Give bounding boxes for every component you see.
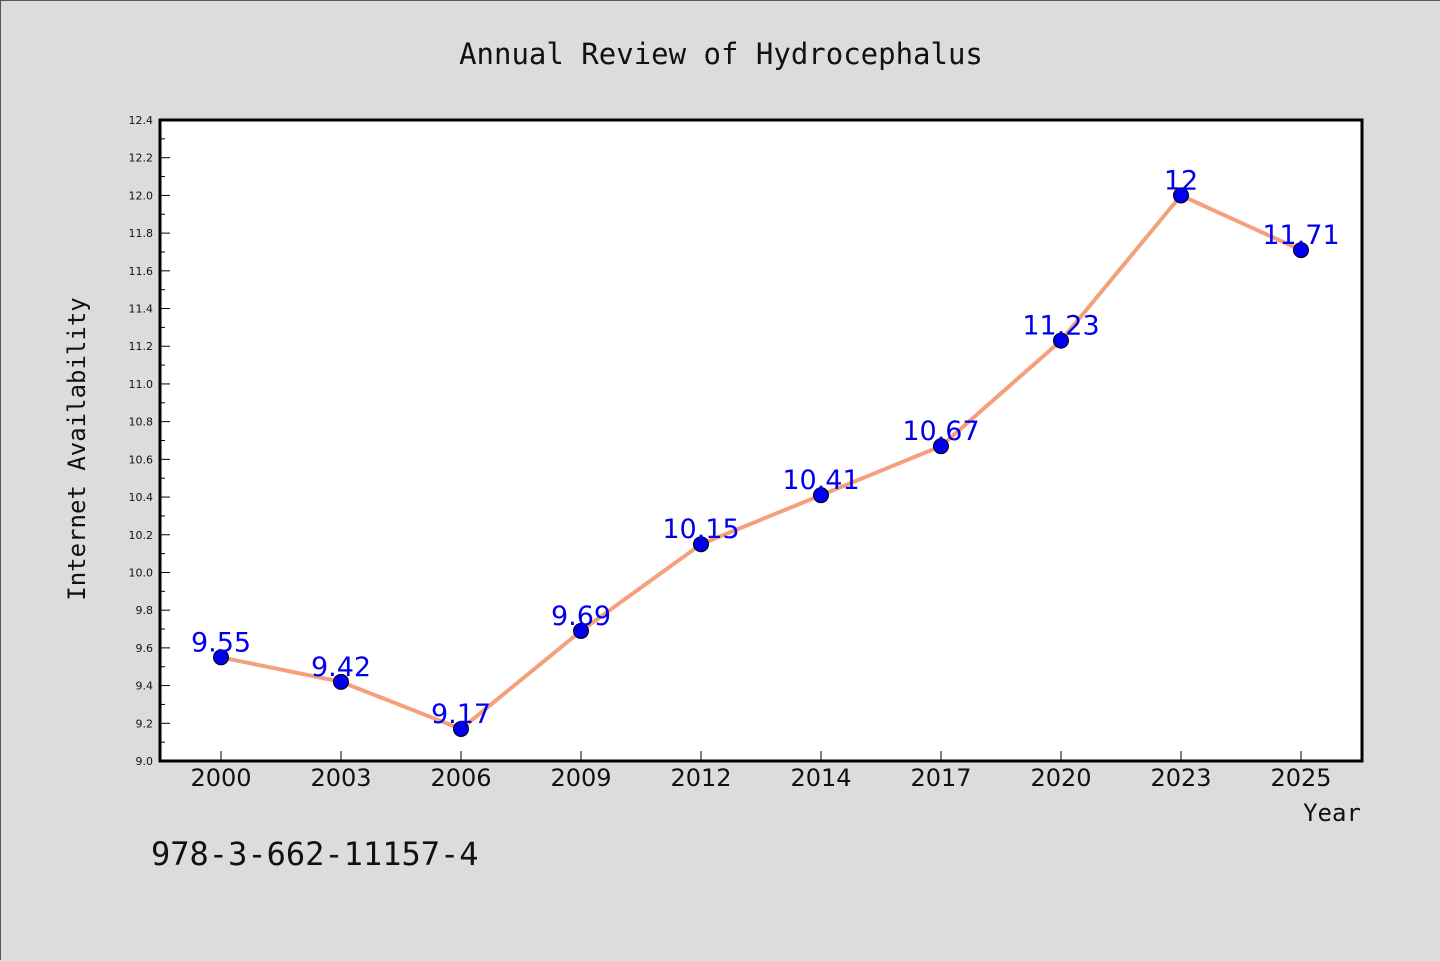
data-point [573, 622, 589, 639]
x-tick-label: 2020 [1030, 764, 1091, 792]
y-tick-label: 11.2 [129, 340, 154, 353]
data-label: 9.42 [311, 652, 371, 683]
y-tick-label: 11.0 [129, 378, 154, 391]
data-label: 11.23 [1022, 311, 1099, 342]
series-group: 9.55 9.42 9.17 9.69 10.15 10.41 10.67 11.23 12 11… [191, 165, 1340, 737]
footer-code: 978-3-662-11157-4 [151, 835, 479, 873]
data-label: 9.17 [431, 699, 491, 730]
y-tick-label: 11.4 [129, 303, 154, 316]
y-tick-label: 10.4 [129, 491, 154, 504]
y-tick-label: 12.4 [129, 114, 154, 127]
x-tick-label: 2017 [910, 764, 971, 792]
series-line [220, 193, 1302, 731]
x-tick-label: 2012 [670, 764, 731, 792]
y-tick-label: 9.0 [136, 755, 154, 768]
x-axis-label: Year [1303, 799, 1361, 827]
chart-title: Annual Review of Hydrocephalus [459, 37, 983, 71]
data-label: 9.55 [191, 627, 251, 658]
y-axis: 9.0 9.2 9.4 9.6 9.8 10.0 10.2 10.4 10.6 10.8 11.0 1… [129, 114, 170, 768]
y-tick-label: 11.6 [129, 265, 154, 278]
y-tick-label: 9.8 [136, 604, 154, 617]
data-point [1293, 242, 1309, 259]
x-tick-label: 2003 [310, 764, 371, 792]
x-tick-label: 2014 [790, 764, 851, 792]
data-point [693, 536, 709, 553]
data-point [1053, 332, 1069, 349]
x-axis: 2000 2003 2006 2009 2012 2014 2017 2020 2023 2025 [190, 751, 1332, 792]
data-label: 10.67 [902, 416, 979, 447]
x-tick-label: 2009 [550, 764, 611, 792]
y-tick-label: 12.2 [129, 152, 154, 165]
data-point [333, 673, 349, 690]
x-tick-label: 2025 [1270, 764, 1331, 792]
data-label: 10.15 [662, 514, 739, 545]
y-tick-label: 9.4 [136, 680, 154, 693]
data-label: 12 [1164, 165, 1198, 196]
plot-area [158, 118, 1364, 763]
data-label: 10.41 [782, 465, 859, 496]
data-point [453, 720, 469, 737]
y-tick-label: 9.2 [136, 717, 154, 730]
data-point [813, 487, 829, 504]
y-tick-label: 10.8 [129, 416, 154, 429]
data-point [1173, 187, 1189, 204]
y-axis-label: Internet Availability [63, 297, 91, 600]
data-label: 9.69 [551, 601, 611, 632]
y-tick-label: 12.0 [129, 189, 154, 202]
data-point [213, 649, 229, 666]
x-tick-label: 2006 [430, 764, 491, 792]
data-label: 11.71 [1262, 220, 1339, 251]
data-point [933, 438, 949, 455]
x-tick-label: 2000 [190, 764, 251, 792]
y-tick-label: 10.0 [129, 566, 154, 579]
y-tick-label: 10.6 [129, 453, 154, 466]
y-tick-label: 10.2 [129, 529, 154, 542]
y-tick-label: 9.6 [136, 642, 154, 655]
y-tick-label: 11.8 [129, 227, 154, 240]
x-tick-label: 2023 [1150, 764, 1211, 792]
